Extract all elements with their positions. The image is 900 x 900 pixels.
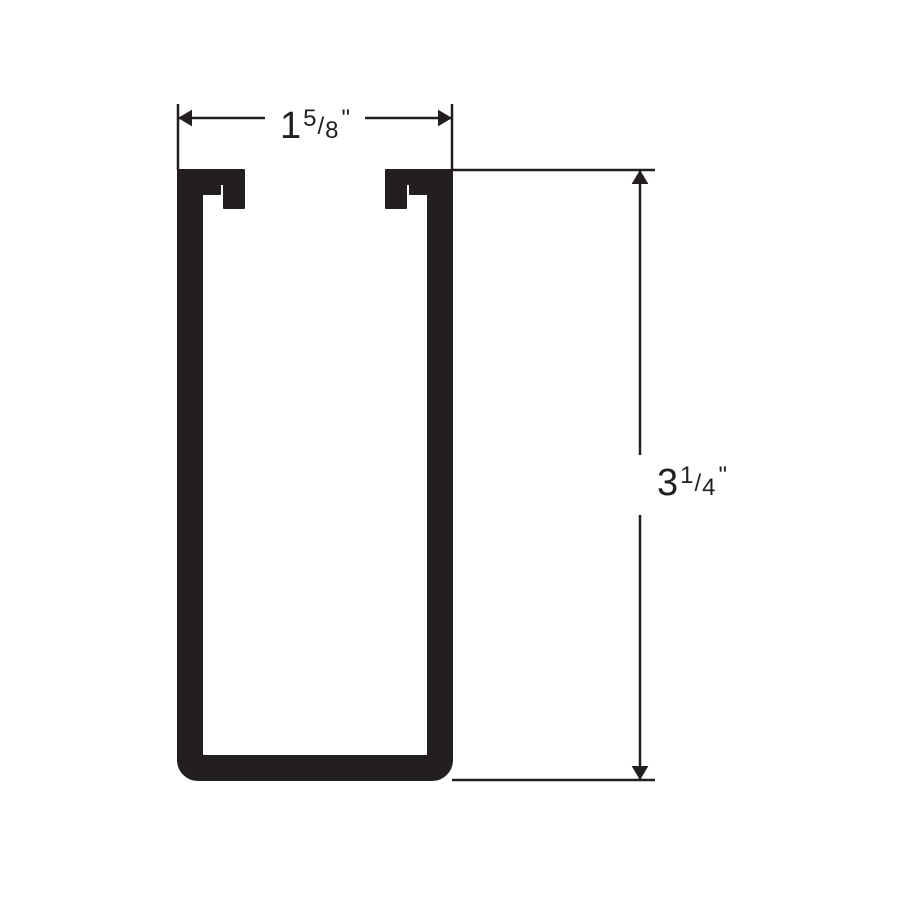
- arrowhead-icon: [178, 110, 192, 127]
- dimension-label: 15/8": [280, 105, 350, 147]
- dimension-label: 31/4": [657, 462, 727, 504]
- arrowhead-icon: [632, 170, 649, 184]
- channel-profile: [178, 170, 452, 780]
- technical-drawing: 15/8" 31/4": [0, 0, 900, 900]
- arrowhead-icon: [632, 766, 649, 780]
- arrowhead-icon: [438, 110, 452, 127]
